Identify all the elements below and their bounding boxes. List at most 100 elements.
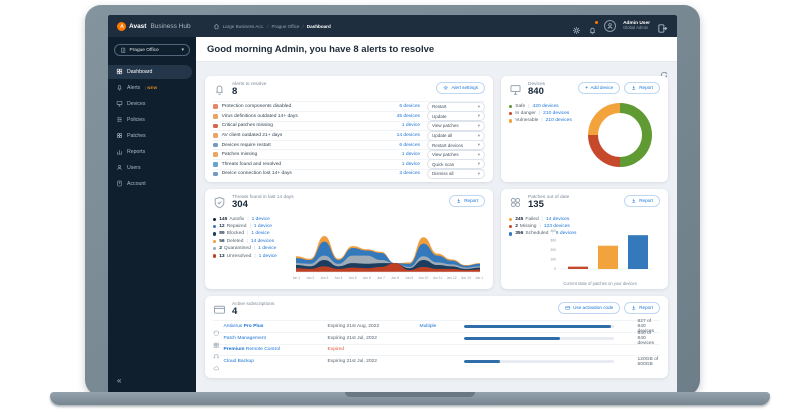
sidebar-item-label: Patches [127,132,146,139]
notifications-bell-icon[interactable] [588,20,599,34]
subscription-extra-link[interactable]: Multiple [419,324,437,330]
subscription-usage: 827 of 840 devices [637,319,655,335]
legend-devices-link[interactable]: 420 devices [532,103,559,109]
alert-action-dropdown[interactable]: Restart ▾ [427,101,485,112]
legend-devices-link[interactable]: 210 devices [545,118,572,124]
user-menu[interactable]: Admin User Global Admin [623,21,650,31]
subscriptions-card-title: Active subscriptions [232,302,275,307]
user-name: Admin User [623,20,650,26]
collapse-sidebar-button[interactable]: « [117,376,122,385]
alert-settings-button[interactable]: Alert settings [436,82,485,94]
patches-icon [509,196,522,209]
alert-devices-link[interactable]: 14 devices [396,133,420,139]
grid-icon [213,335,220,348]
alert-severity-icon [213,171,218,177]
alert-name: Protection components disabled [221,104,292,110]
sidebar-item-label: Account [127,180,146,187]
sidebar-item-devices[interactable]: Devices [108,97,192,111]
org-selector[interactable]: Prague Office ▾ [114,44,190,56]
new-badge: | NEW [145,85,158,91]
alert-name: Patches missing [221,152,258,158]
patches-report-button[interactable]: Report [624,195,660,207]
legend-dot [213,247,217,251]
sidebar-item-dashboard[interactable]: Dashboard [108,65,192,79]
alert-severity-icon [213,104,218,110]
legend-devices-link[interactable]: 1 device [258,246,277,252]
reports-icon [116,148,123,155]
policies-icon [116,116,123,123]
refresh-icon[interactable] [660,66,668,78]
logout-icon[interactable] [657,21,668,33]
legend-dot [509,104,513,108]
legend-label: In danger [515,111,536,117]
chevron-down-icon: ▾ [477,113,480,119]
alert-action-dropdown[interactable]: Dismiss all ▾ [427,168,485,179]
alert-name: Device connection lost 14+ days [221,171,292,177]
alerts-card-title: Alerts to resolve [232,82,267,87]
subscription-name-link[interactable]: Antivirus Pro Plus [223,324,264,330]
legend-dot [509,232,513,236]
alert-devices-link[interactable]: 1 device [401,161,420,167]
legend-devices-link[interactable]: 123 devices [543,224,570,230]
alert-action-dropdown[interactable]: View patches ▾ [427,120,485,131]
legend-devices-link[interactable]: 1 device [251,216,270,222]
subscription-row: Cloud Backup Expiring 21st Jul, 2022 120GB… [213,355,660,370]
alert-row: Devices require restart 6 devices Restart … [213,139,485,151]
legend-devices-link[interactable]: 1 device [251,231,270,237]
legend-devices-link[interactable]: 1 device [253,224,272,230]
gear-icon[interactable] [572,22,581,34]
bar-chart-caption: Current state of patches on your devices [563,281,637,286]
legend-item: Safe | 420 devices [509,102,660,109]
subscription-name-link[interactable]: Premium Remote Control [223,347,281,353]
sidebar-item-patches[interactable]: Patches [108,129,192,143]
shield-check-icon [213,196,226,209]
chevron-down-icon: ▾ [477,161,480,167]
devices-report-button[interactable]: Report [624,82,660,94]
breadcrumb-item[interactable]: Prague Office [271,23,300,29]
use-activation-code-button[interactable]: Use activation code [558,302,621,314]
legend-devices-link[interactable]: 1 device [258,253,277,259]
alert-action-dropdown[interactable]: Quick scan ▾ [427,159,485,170]
alert-devices-link[interactable]: 1 device [401,152,420,158]
legend-devices-link[interactable]: 6 devices [555,231,577,237]
threats-report-button[interactable]: Report [449,195,485,207]
legend-count: 89 [219,231,225,237]
legend-label: Autofix [229,216,245,222]
alert-devices-link[interactable]: 1 device [401,123,420,129]
alerts-icon [116,84,123,91]
legend-devices-link[interactable]: 14 devices [250,238,275,244]
main-area: Good morning Admin, you have 8 alerts to… [196,37,677,393]
sidebar-item-account[interactable]: Account [108,177,192,191]
alert-action-dropdown[interactable]: Update ▾ [427,111,485,122]
legend-devices-link[interactable]: 14 devices [545,216,570,222]
subscriptions-report-button[interactable]: Report [624,302,660,314]
sidebar-item-users[interactable]: Users [108,161,192,175]
sidebar-item-label: Policies [127,116,145,123]
add-device-button[interactable]: + Add device [578,82,621,94]
alert-devices-link[interactable]: 6 devices [399,104,420,110]
home-icon[interactable] [213,23,220,30]
bell-icon [213,83,226,96]
legend-dot [213,254,217,258]
avatar[interactable] [604,20,617,32]
alert-devices-link[interactable]: 45 devices [396,113,420,119]
subscription-name-link[interactable]: Patch Management [223,335,266,341]
legend-dot [213,239,217,243]
sidebar-item-alerts[interactable]: Alerts | NEW [108,81,192,95]
subscription-name-link[interactable]: Cloud Backup [223,359,254,365]
alert-devices-link[interactable]: 6 devices [399,142,420,148]
alert-action-dropdown[interactable]: Update all ▾ [427,130,485,141]
alert-name: Threats found and resolved [221,161,282,167]
alert-row: Critical patches missing 1 device View pat… [213,120,485,131]
legend-devices-link[interactable]: 210 devices [543,111,570,117]
sidebar-item-policies[interactable]: Policies [108,113,192,127]
legend-count: 356 [515,231,524,237]
breadcrumb-item[interactable]: Large Business Acc. [222,23,265,29]
svg-text:Jun 9: Jun 9 [405,276,413,280]
legend-label: Scheduled [525,231,549,237]
alert-action-dropdown[interactable]: Restart devices ▾ [427,140,485,151]
subscription-row: Antivirus Pro Plus Expiring 21st Aug, 202… [213,319,660,337]
alert-devices-link[interactable]: 3 devices [399,171,420,177]
alert-action-dropdown[interactable]: View patches ▾ [427,149,485,160]
sidebar-item-reports[interactable]: Reports [108,145,192,159]
